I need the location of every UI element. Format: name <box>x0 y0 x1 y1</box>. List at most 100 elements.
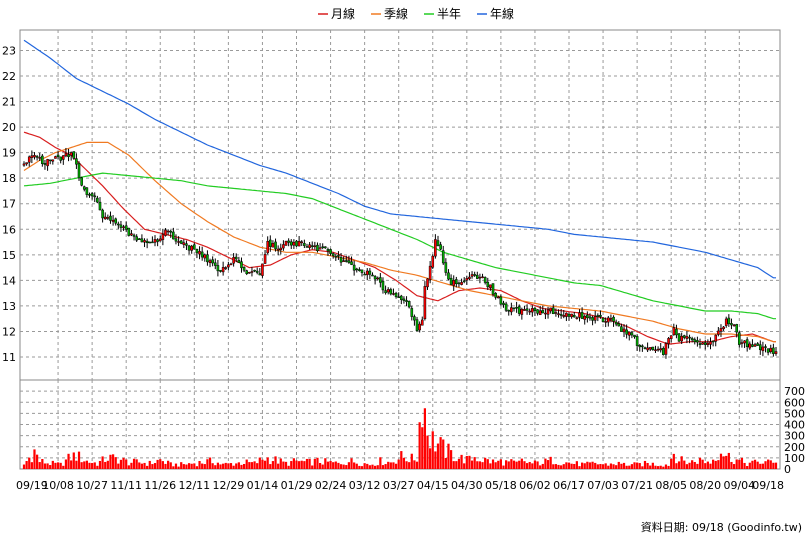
volume-bar <box>489 463 492 469</box>
volume-bar <box>355 463 358 469</box>
volume-grid <box>20 380 780 469</box>
legend-label: 季線 <box>384 6 408 21</box>
candle-body <box>242 267 246 271</box>
moving-average-lines <box>23 39 776 345</box>
candle-body <box>324 246 327 249</box>
volume-bar <box>612 464 615 469</box>
candle-body <box>310 245 314 247</box>
candle-body <box>130 233 133 236</box>
volume-bar <box>680 456 683 469</box>
volume-bar <box>434 451 437 469</box>
price-tick-label: 21 <box>2 96 16 109</box>
candle-body <box>745 339 749 348</box>
volume-bar <box>104 461 107 469</box>
volume-bar <box>190 463 193 469</box>
volume-bar <box>387 461 390 469</box>
volume-bar <box>214 465 217 469</box>
volume-bar <box>426 435 429 469</box>
volume-bar <box>659 465 662 469</box>
volume-bar <box>397 459 400 469</box>
volume-bar <box>470 460 474 469</box>
candle-body <box>227 264 230 268</box>
candle-body <box>418 323 421 331</box>
candle-body <box>38 157 42 159</box>
volume-bar <box>38 462 41 469</box>
volume-bar <box>25 461 28 469</box>
candle-body <box>182 242 186 245</box>
candle-body <box>533 308 537 311</box>
volume-bar <box>313 458 316 469</box>
candle-body <box>88 194 91 196</box>
candle-body <box>724 318 728 326</box>
candle-body <box>494 292 497 298</box>
candle-body <box>329 249 332 254</box>
candle-body <box>751 344 754 347</box>
candle-body <box>583 315 587 320</box>
candle-body <box>510 307 513 313</box>
volume-bar <box>536 461 539 469</box>
price-tick-label: 11 <box>2 351 16 364</box>
volume-bar <box>363 463 366 469</box>
volume-bar <box>324 458 327 469</box>
candle-body <box>528 310 531 313</box>
candle-body <box>557 313 560 315</box>
candle-body <box>41 155 44 164</box>
volume-bar <box>350 458 353 469</box>
price-tick-label: 13 <box>2 300 16 313</box>
date-tick-label: 12/29 <box>213 479 245 492</box>
volume-bar <box>580 462 584 469</box>
volume-bar <box>735 459 738 469</box>
volume-bar <box>245 459 248 469</box>
price-tick-label: 15 <box>2 249 16 262</box>
candle-body <box>282 244 285 249</box>
candle-body <box>106 217 110 219</box>
volume-bar <box>554 464 558 469</box>
volume-bar <box>654 465 657 469</box>
volume-bar <box>358 465 361 469</box>
volume-bar <box>662 466 665 469</box>
candle-body <box>420 319 424 326</box>
volume-bar <box>83 461 86 469</box>
volume-bar <box>211 463 214 469</box>
candle-body <box>166 230 170 233</box>
candle-body <box>627 331 631 336</box>
candle-body <box>565 312 568 317</box>
candle-body <box>764 346 767 348</box>
candle-body <box>135 236 138 241</box>
candle-body <box>604 321 607 323</box>
candle-body <box>177 241 180 243</box>
candle-body <box>221 267 225 273</box>
candle-body <box>612 316 615 322</box>
volume-bar <box>691 460 694 469</box>
volume-bar <box>502 465 505 469</box>
date-tick-label: 04/15 <box>417 479 449 492</box>
price-tick-label: 14 <box>2 274 16 287</box>
volume-bar <box>560 465 563 469</box>
candle-body <box>376 277 380 280</box>
candle-body <box>703 342 707 345</box>
candle-body <box>512 307 516 310</box>
candle-body <box>211 259 214 264</box>
candle-body <box>504 303 508 311</box>
date-tick-label: 09/19 <box>16 479 48 492</box>
candle-body <box>143 240 146 243</box>
volume-bar <box>696 463 699 469</box>
candle-body <box>667 338 670 344</box>
volume-bar <box>80 462 83 469</box>
candle-body <box>473 274 476 276</box>
candle-body <box>358 269 361 271</box>
volume-bar <box>478 461 482 469</box>
candle-body <box>179 240 183 244</box>
candle-body <box>698 343 702 346</box>
volume-bar <box>601 464 605 469</box>
volume-bar <box>622 462 626 469</box>
volume-bar <box>49 465 52 469</box>
candle-body <box>339 257 343 263</box>
candle-body <box>67 154 70 158</box>
moving-average-line <box>23 172 776 320</box>
volume-bar <box>172 466 175 469</box>
volume-bar <box>227 463 230 469</box>
candle-body <box>588 316 592 319</box>
volume-bar <box>130 462 133 469</box>
